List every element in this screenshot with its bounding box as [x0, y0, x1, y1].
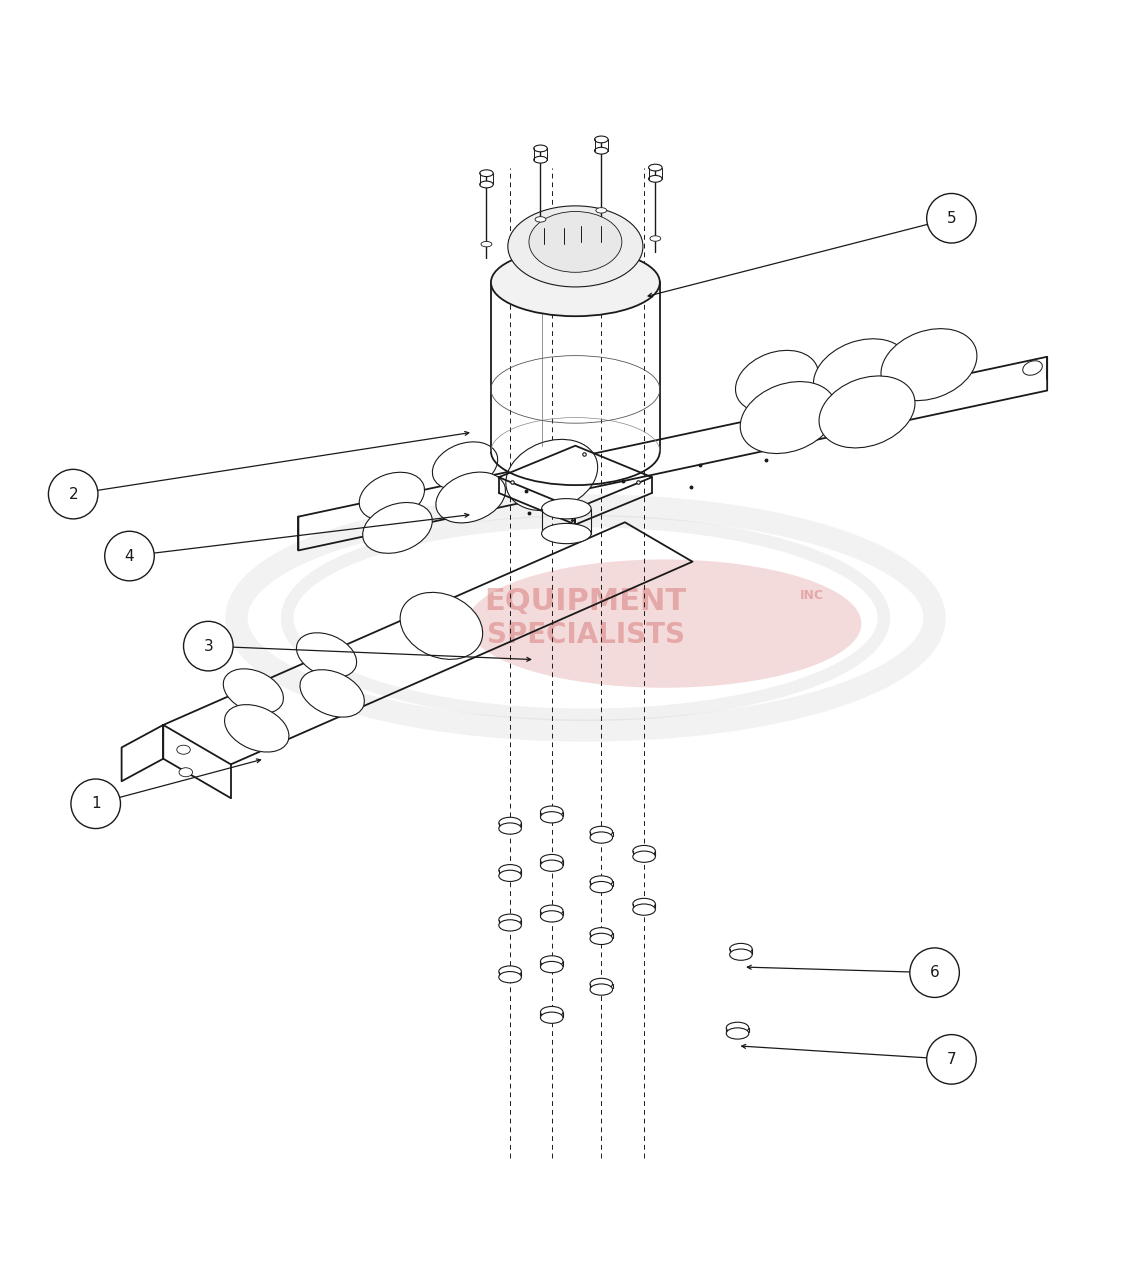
Ellipse shape	[813, 338, 910, 411]
Ellipse shape	[499, 966, 521, 977]
Ellipse shape	[730, 943, 752, 954]
Ellipse shape	[590, 979, 613, 989]
Text: 6: 6	[930, 965, 939, 980]
Ellipse shape	[363, 502, 432, 553]
Ellipse shape	[177, 746, 190, 755]
Text: 3: 3	[204, 639, 213, 653]
Text: 1: 1	[91, 797, 100, 811]
Ellipse shape	[726, 1022, 749, 1034]
Ellipse shape	[735, 351, 819, 412]
Ellipse shape	[590, 934, 613, 944]
Ellipse shape	[633, 904, 655, 915]
Ellipse shape	[499, 822, 521, 834]
Ellipse shape	[649, 164, 662, 170]
Ellipse shape	[540, 956, 563, 967]
Circle shape	[48, 469, 98, 519]
Ellipse shape	[595, 147, 608, 154]
Text: 2: 2	[69, 487, 78, 502]
Circle shape	[910, 948, 959, 998]
Ellipse shape	[881, 329, 977, 401]
Ellipse shape	[540, 906, 563, 916]
Ellipse shape	[540, 812, 563, 822]
Text: 4: 4	[125, 548, 134, 564]
Ellipse shape	[542, 524, 591, 543]
Ellipse shape	[535, 216, 546, 222]
Ellipse shape	[506, 439, 598, 511]
Ellipse shape	[649, 175, 662, 182]
Ellipse shape	[296, 633, 357, 678]
Ellipse shape	[540, 860, 563, 871]
Ellipse shape	[436, 473, 506, 523]
Ellipse shape	[491, 249, 660, 316]
Ellipse shape	[499, 817, 521, 829]
Text: 5: 5	[947, 211, 956, 225]
Circle shape	[184, 621, 233, 671]
Ellipse shape	[1022, 361, 1043, 375]
Ellipse shape	[224, 705, 289, 752]
Ellipse shape	[590, 927, 613, 939]
Ellipse shape	[590, 831, 613, 843]
Text: INC: INC	[799, 589, 823, 602]
Ellipse shape	[467, 560, 861, 688]
Ellipse shape	[542, 498, 591, 519]
Ellipse shape	[540, 854, 563, 866]
Ellipse shape	[359, 473, 425, 520]
Circle shape	[927, 193, 976, 243]
Ellipse shape	[595, 136, 608, 142]
Ellipse shape	[633, 898, 655, 910]
Circle shape	[71, 779, 120, 829]
Ellipse shape	[534, 145, 547, 152]
Ellipse shape	[432, 442, 498, 491]
Text: EQUIPMENT: EQUIPMENT	[484, 587, 687, 616]
Circle shape	[105, 532, 154, 580]
Ellipse shape	[480, 181, 493, 188]
Ellipse shape	[590, 881, 613, 893]
Ellipse shape	[819, 375, 915, 448]
Ellipse shape	[499, 915, 521, 925]
Ellipse shape	[633, 851, 655, 862]
Ellipse shape	[540, 1012, 563, 1024]
Ellipse shape	[596, 208, 607, 213]
Ellipse shape	[650, 236, 661, 241]
Ellipse shape	[529, 211, 622, 273]
Ellipse shape	[590, 984, 613, 995]
Ellipse shape	[499, 971, 521, 983]
Ellipse shape	[499, 870, 521, 881]
Ellipse shape	[534, 156, 547, 163]
Circle shape	[927, 1035, 976, 1084]
Text: SPECIALISTS: SPECIALISTS	[486, 621, 685, 649]
Ellipse shape	[508, 206, 643, 287]
Ellipse shape	[730, 949, 752, 961]
Ellipse shape	[540, 806, 563, 817]
Ellipse shape	[540, 962, 563, 972]
Ellipse shape	[223, 669, 284, 714]
Ellipse shape	[481, 241, 492, 247]
Ellipse shape	[300, 670, 365, 717]
Ellipse shape	[726, 1027, 749, 1039]
Ellipse shape	[400, 592, 483, 660]
Ellipse shape	[480, 170, 493, 177]
Ellipse shape	[540, 911, 563, 922]
Ellipse shape	[590, 876, 613, 888]
Ellipse shape	[590, 826, 613, 838]
Ellipse shape	[179, 767, 193, 776]
Ellipse shape	[540, 1007, 563, 1017]
Text: 7: 7	[947, 1052, 956, 1067]
Ellipse shape	[499, 865, 521, 876]
Ellipse shape	[499, 920, 521, 931]
Ellipse shape	[740, 382, 837, 453]
Ellipse shape	[633, 845, 655, 857]
